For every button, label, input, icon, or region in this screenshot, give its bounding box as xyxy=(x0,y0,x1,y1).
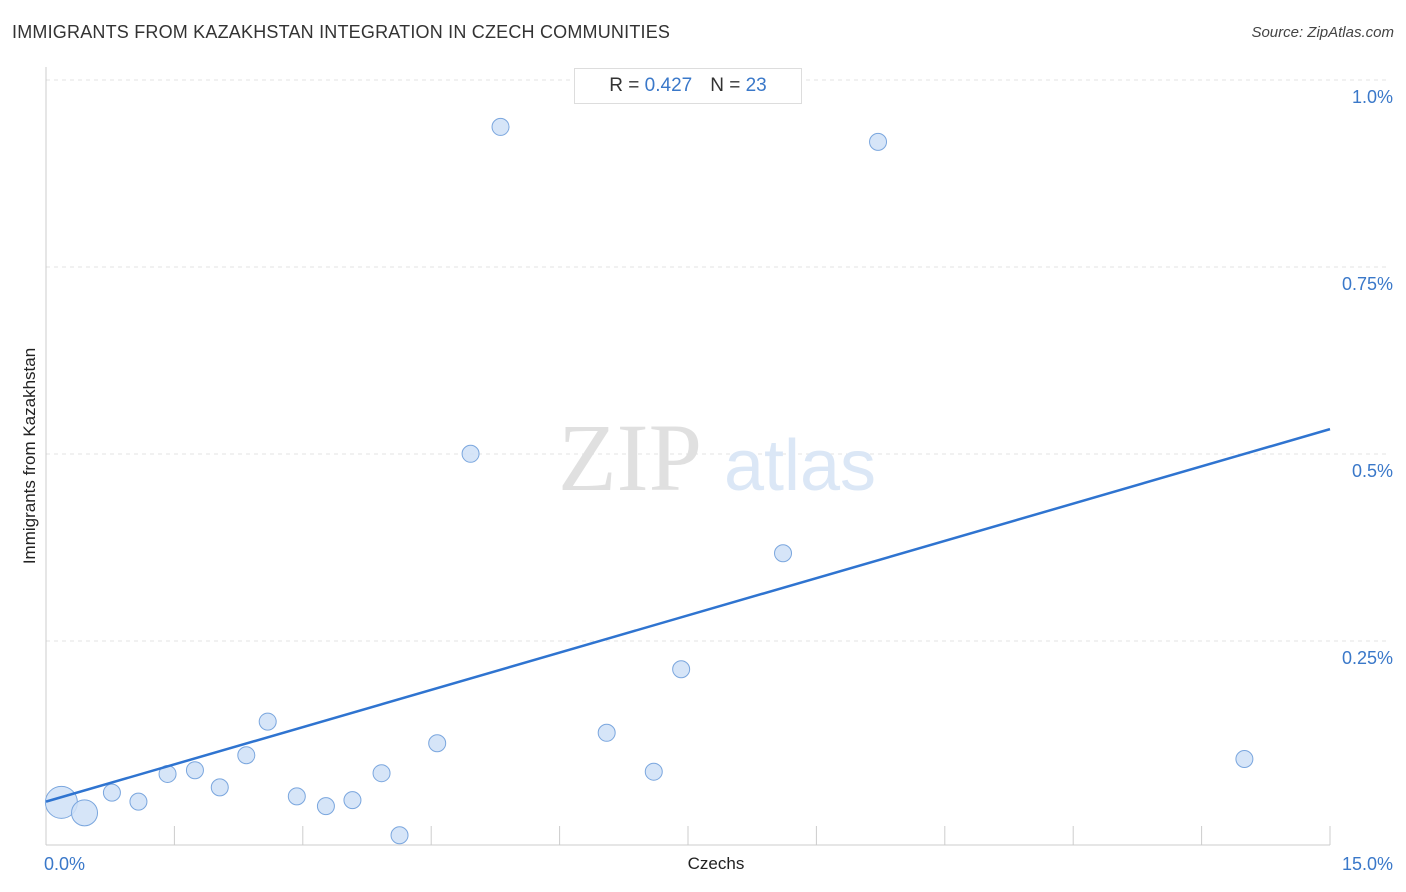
data-point xyxy=(672,660,691,679)
x-tick-label: 0.0% xyxy=(44,854,85,874)
data-point xyxy=(210,778,229,797)
data-point xyxy=(343,791,362,810)
data-point xyxy=(869,132,888,151)
data-point xyxy=(372,764,391,783)
data-point xyxy=(644,762,663,781)
y-tick-label: 0.25% xyxy=(1342,648,1393,668)
data-point xyxy=(258,712,277,731)
data-point xyxy=(287,787,306,806)
data-point xyxy=(129,792,148,811)
data-point xyxy=(237,746,256,765)
y-tick-label: 0.75% xyxy=(1342,274,1393,294)
axes xyxy=(45,67,1331,846)
data-point xyxy=(491,117,510,136)
x-axis-label: Czechs xyxy=(687,854,745,873)
chart-title: IMMIGRANTS FROM KAZAKHSTAN INTEGRATION I… xyxy=(12,22,671,42)
correlation-box: R = 0.427 N = 23 xyxy=(574,68,802,104)
r-value: 0.427 xyxy=(644,75,693,96)
data-point xyxy=(71,799,99,827)
r-stat: R = 0.427 xyxy=(609,75,692,97)
data-point xyxy=(774,544,793,563)
data-point xyxy=(597,723,616,742)
y-tick-label: 1.0% xyxy=(1352,87,1393,107)
watermark-zip: ZIP xyxy=(558,404,702,511)
data-point xyxy=(390,826,409,845)
n-stat: N = 23 xyxy=(710,75,767,97)
trendline-group xyxy=(45,427,1331,803)
y-tick-label: 0.5% xyxy=(1352,461,1393,481)
data-point xyxy=(316,797,335,816)
trendline xyxy=(45,427,1331,803)
data-points xyxy=(44,117,1254,845)
n-value: 23 xyxy=(745,75,767,96)
x-tick-label: 15.0% xyxy=(1342,854,1393,874)
data-point xyxy=(461,444,480,463)
y-axis-label: Immigrants from Kazakhstan xyxy=(20,347,39,565)
watermark-atlas: atlas xyxy=(724,426,876,506)
data-point xyxy=(1235,749,1254,768)
data-point xyxy=(428,734,447,753)
source-credit: Source: ZipAtlas.com xyxy=(1251,24,1394,41)
data-point xyxy=(185,761,204,780)
n-label: N = xyxy=(710,75,746,96)
data-point xyxy=(102,783,121,802)
watermark: ZIP atlas xyxy=(558,404,876,511)
r-label: R = xyxy=(609,75,645,96)
tick-labels: 0.25% 0.5% 0.75% 1.0% 0.0% 15.0% xyxy=(44,87,1393,874)
grid-lines xyxy=(46,79,1390,642)
